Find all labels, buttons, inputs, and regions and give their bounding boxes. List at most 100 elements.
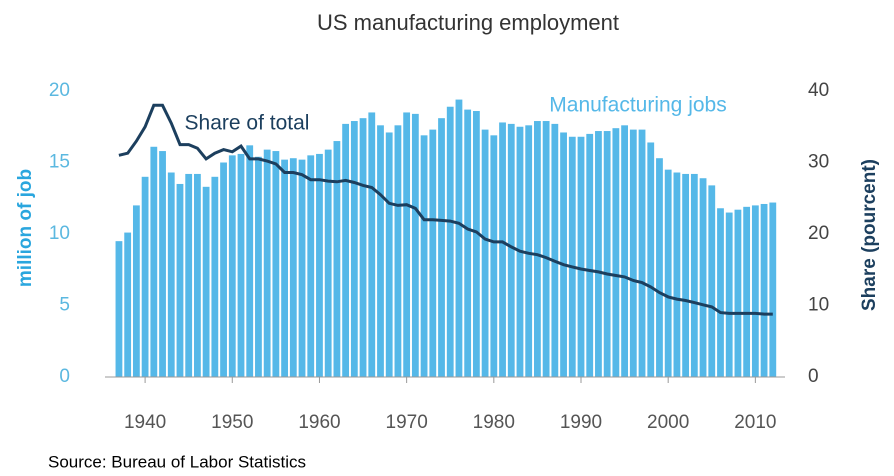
bar — [342, 123, 350, 377]
bar — [159, 151, 166, 377]
bar — [246, 145, 254, 377]
bar — [141, 176, 149, 377]
bar — [621, 125, 628, 377]
bar — [455, 99, 463, 377]
source: Source: Bureau of Labor Statistics — [48, 452, 306, 471]
bar — [551, 123, 559, 377]
bar — [682, 173, 690, 377]
y-tick-label: 0 — [59, 366, 70, 387]
bar — [525, 125, 533, 377]
x-tick-label: 1960 — [298, 412, 340, 433]
series-label: Manufacturing jobs — [549, 94, 726, 117]
bar — [307, 155, 315, 377]
bar — [603, 131, 611, 377]
bar — [699, 178, 707, 377]
bar — [490, 135, 498, 377]
bar — [377, 125, 384, 377]
bar — [725, 212, 733, 377]
y2-tick-label: 20 — [808, 223, 829, 244]
bar — [237, 153, 245, 377]
bar — [324, 149, 332, 377]
bar — [272, 151, 280, 377]
y2-tick-label: 10 — [808, 295, 829, 316]
y-tick-label: 20 — [49, 80, 70, 101]
bar — [368, 112, 376, 377]
bar — [420, 135, 428, 377]
bar — [411, 113, 419, 377]
bar — [263, 149, 271, 377]
x-tick-label: 1950 — [211, 412, 253, 433]
y2-axis-label: Share (pourcent) — [859, 159, 880, 311]
bar — [734, 209, 742, 377]
x-tick-label: 1990 — [560, 412, 602, 433]
bar — [656, 158, 663, 377]
x-tick-label: 1980 — [473, 412, 515, 433]
y2-tick-label: 30 — [808, 152, 829, 173]
bar — [202, 186, 210, 377]
bar — [464, 109, 472, 377]
bar — [760, 203, 768, 377]
chart-title: US manufacturing employment — [317, 10, 619, 35]
line — [118, 103, 773, 316]
x-tick-label: 1970 — [386, 412, 428, 433]
y-tick-label: 5 — [59, 295, 70, 316]
bar — [132, 205, 140, 377]
bar — [255, 156, 262, 377]
bar — [638, 129, 646, 377]
bar — [472, 111, 480, 378]
bar — [751, 205, 759, 377]
bar — [568, 136, 576, 377]
bar — [185, 173, 193, 377]
y-axis-label: million of job — [15, 169, 36, 287]
bar — [629, 129, 637, 377]
bar — [167, 172, 175, 377]
bar — [664, 169, 672, 377]
bar — [194, 173, 201, 377]
y2-tick-label: 40 — [808, 80, 829, 101]
y-tick-label: 15 — [49, 152, 70, 173]
bar — [211, 176, 219, 377]
bar — [690, 173, 698, 377]
source-box — [40, 450, 410, 476]
bar — [542, 121, 550, 377]
bar — [595, 131, 602, 377]
bar — [507, 123, 515, 377]
x-tick-label: 1940 — [124, 412, 166, 433]
bar — [124, 232, 132, 377]
bar — [708, 185, 716, 377]
bar — [534, 121, 541, 377]
bar — [115, 241, 123, 377]
bar — [438, 118, 445, 378]
x-tick-label: 2010 — [734, 412, 776, 433]
bar — [350, 121, 358, 377]
bar — [769, 202, 777, 377]
bar — [673, 172, 681, 377]
y2-tick-label: 0 — [808, 366, 819, 387]
bar — [394, 125, 402, 377]
bar — [298, 159, 306, 377]
bar — [359, 118, 367, 378]
bar — [612, 128, 620, 377]
series-label: Share of total — [185, 112, 310, 135]
bar — [577, 136, 585, 377]
bar — [429, 129, 437, 377]
bar — [481, 129, 489, 377]
bar — [717, 208, 724, 377]
bar — [228, 155, 236, 377]
bar — [403, 112, 411, 377]
x-tick-label: 2000 — [647, 412, 689, 433]
bar — [333, 141, 341, 377]
bar — [176, 183, 184, 377]
bar — [385, 132, 393, 377]
bar — [560, 132, 567, 377]
bar — [316, 153, 323, 377]
bar — [281, 159, 288, 377]
bar — [289, 158, 297, 377]
bar — [499, 122, 506, 378]
bar — [743, 206, 751, 377]
bar — [446, 106, 454, 377]
y-tick-label: 10 — [49, 223, 70, 244]
bar — [150, 146, 158, 377]
bar — [647, 142, 655, 377]
